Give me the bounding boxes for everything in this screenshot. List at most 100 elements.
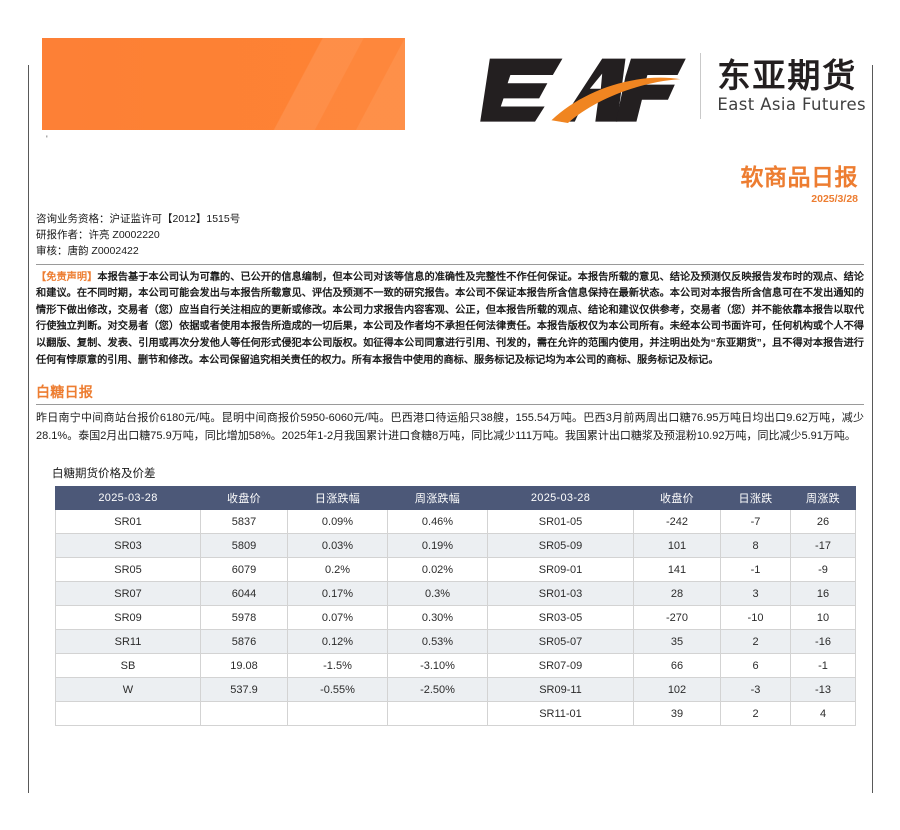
company-logo: 东亚期货 East Asia Futures <box>480 44 866 128</box>
table-cell-r0-c4: SR01-05 <box>487 509 634 535</box>
report-page: 东亚期货 East Asia Futures ' 软商品日报 2025/3/28… <box>0 38 900 830</box>
table-header-row: 2025-03-28 收盘价 日涨跌幅 周涨跌幅 2025-03-28 收盘价 日涨跌 周涨跌 <box>55 486 856 511</box>
table-cell-r0-c1: 5837 <box>200 509 288 535</box>
table-cell-r6-c6: 6 <box>720 653 791 679</box>
table-cell-r0-c7: 26 <box>790 509 856 535</box>
price-table: 2025-03-28 收盘价 日涨跌幅 周涨跌幅 2025-03-28 收盘价 日涨跌 周涨跌… <box>55 486 856 727</box>
meta-divider <box>36 263 864 265</box>
table-cell-r1-c5: 101 <box>633 533 721 559</box>
table-cell-r5-c7: -16 <box>790 629 856 655</box>
table-cell-r4-c3: 0.30% <box>387 605 488 631</box>
table-cell-r5-c5: 35 <box>633 629 721 655</box>
report-date: 2025/3/28 <box>811 192 858 205</box>
table-cell-r7-c2: -0.55% <box>287 677 388 703</box>
logo-divider <box>700 53 702 119</box>
stray-mark: ' <box>46 134 48 144</box>
table-cell-r2-c3: 0.02% <box>387 557 488 583</box>
table-cell-r5-c2: 0.12% <box>287 629 388 655</box>
table-cell-r1-c0: SR03 <box>55 533 201 559</box>
table-col-header-2: 日涨跌幅 <box>287 486 388 511</box>
section-body: 昨日南宁中间商站台报价6180元/吨。昆明中间商报价5950-6060元/吨。巴… <box>36 412 864 443</box>
table-row: SR11-01 39 2 4 <box>55 701 856 727</box>
table-cell-r6-c7: -1 <box>790 653 856 679</box>
table-cell-r4-c2: 0.07% <box>287 605 388 631</box>
table-row: W 537.9 -0.55% -2.50% SR09-11 102 -3 -13 <box>55 677 856 703</box>
table-cell-r1-c6: 8 <box>720 533 791 559</box>
table-cell-r8-c5: 39 <box>633 701 721 727</box>
table-cell-r6-c5: 66 <box>633 653 721 679</box>
table-cell-r3-c7: 16 <box>790 581 856 607</box>
table-cell-r0-c0: SR01 <box>55 509 201 535</box>
table-row: SR07 6044 0.17% 0.3% SR01-03 28 3 16 <box>55 581 856 607</box>
table-cell-r5-c6: 2 <box>720 629 791 655</box>
report-header: 东亚期货 East Asia Futures ' <box>30 38 870 146</box>
table-cell-r6-c3: -3.10% <box>387 653 488 679</box>
table-cell-r3-c0: SR07 <box>55 581 201 607</box>
table-cell-r5-c1: 5876 <box>200 629 288 655</box>
table-cell-r3-c5: 28 <box>633 581 721 607</box>
table-cell-r3-c4: SR01-03 <box>487 581 634 607</box>
table-cell-r4-c7: 10 <box>790 605 856 631</box>
report-meta: 咨询业务资格：沪证监许可【2012】1515号 研报作者：许亮 Z0002220… <box>30 211 870 259</box>
table-row: SR05 6079 0.2% 0.02% SR09-01 141 -1 -9 <box>55 557 856 583</box>
table-cell-r2-c7: -9 <box>790 557 856 583</box>
meta-qualification: 咨询业务资格：沪证监许可【2012】1515号 <box>36 212 241 225</box>
table-cell-r4-c6: -10 <box>720 605 791 631</box>
company-name-en: East Asia Futures <box>717 95 866 115</box>
sugar-daily-section: 白糖日报 昨日南宁中间商站台报价6180元/吨。昆明中间商报价5950-6060… <box>36 382 864 445</box>
table-cell-r1-c4: SR05-09 <box>487 533 634 559</box>
table-cell-r4-c1: 5978 <box>200 605 288 631</box>
eaf-logo-icon <box>480 58 687 123</box>
table-cell-r3-c3: 0.3% <box>387 581 488 607</box>
meta-author: 研报作者：许亮 Z0002220 <box>36 228 160 241</box>
table-cell-r4-c4: SR03-05 <box>487 605 634 631</box>
table-cell-r0-c2: 0.09% <box>287 509 388 535</box>
table-col-header-4: 2025-03-28 <box>487 486 634 511</box>
table-cell-r7-c1: 537.9 <box>200 677 288 703</box>
table-cell-r2-c2: 0.2% <box>287 557 388 583</box>
table-header: 2025-03-28 收盘价 日涨跌幅 周涨跌幅 2025-03-28 收盘价 日涨跌 周涨跌 <box>55 486 856 511</box>
table-row: SB 19.08 -1.5% -3.10% SR07-09 66 6 -1 <box>55 653 856 679</box>
table-row: SR09 5978 0.07% 0.30% SR03-05 -270 -10 10 <box>55 605 856 631</box>
table-body: SR01 5837 0.09% 0.46% SR01-05 -242 -7 26 SR03 580… <box>55 509 856 727</box>
table-cell-r2-c1: 6079 <box>200 557 288 583</box>
meta-reviewer: 审核：唐韵 Z0002422 <box>36 244 139 257</box>
title-block: 软商品日报 2025/3/28 <box>30 165 870 205</box>
section-title: 白糖日报 <box>36 385 94 402</box>
table-cell-r6-c2: -1.5% <box>287 653 388 679</box>
table-cell-r3-c1: 6044 <box>200 581 288 607</box>
table-col-header-3: 周涨跌幅 <box>387 486 488 511</box>
table-cell-r5-c4: SR05-07 <box>487 629 634 655</box>
table-cell-r2-c5: 141 <box>633 557 721 583</box>
table-cell-r0-c5: -242 <box>633 509 721 535</box>
table-cell-r7-c5: 102 <box>633 677 721 703</box>
section-divider <box>36 404 864 406</box>
company-name-cn: 东亚期货 <box>717 55 858 95</box>
table-cell-r1-c7: -17 <box>790 533 856 559</box>
table-cell-r8-c2 <box>287 701 388 727</box>
table-cell-r1-c1: 5809 <box>200 533 288 559</box>
page-title: 软商品日报 <box>740 165 858 191</box>
table-cell-r6-c1: 19.08 <box>200 653 288 679</box>
table-cell-r7-c4: SR09-11 <box>487 677 634 703</box>
table-col-header-1: 收盘价 <box>200 486 288 511</box>
table-cell-r2-c4: SR09-01 <box>487 557 634 583</box>
table-cell-r8-c7: 4 <box>790 701 856 727</box>
table-cell-r8-c1 <box>200 701 288 727</box>
table-cell-r5-c0: SR11 <box>55 629 201 655</box>
table-cell-r4-c5: -270 <box>633 605 721 631</box>
table-cell-r7-c0: W <box>55 677 201 703</box>
table-cell-r7-c6: -3 <box>720 677 791 703</box>
table-cell-r4-c0: SR09 <box>55 605 201 631</box>
table-cell-r7-c3: -2.50% <box>387 677 488 703</box>
table-row: SR11 5876 0.12% 0.53% SR05-07 35 2 -16 <box>55 629 856 655</box>
table-cell-r6-c4: SR07-09 <box>487 653 634 679</box>
table-cell-r5-c3: 0.53% <box>387 629 488 655</box>
table-cell-r3-c2: 0.17% <box>287 581 388 607</box>
table-cell-r0-c3: 0.46% <box>387 509 488 535</box>
table-cell-r1-c2: 0.03% <box>287 533 388 559</box>
table-row: SR03 5809 0.03% 0.19% SR05-09 101 8 -17 <box>55 533 856 559</box>
table-cell-r8-c4: SR11-01 <box>487 701 634 727</box>
table-cell-r8-c6: 2 <box>720 701 791 727</box>
table-cell-r6-c0: SB <box>55 653 201 679</box>
